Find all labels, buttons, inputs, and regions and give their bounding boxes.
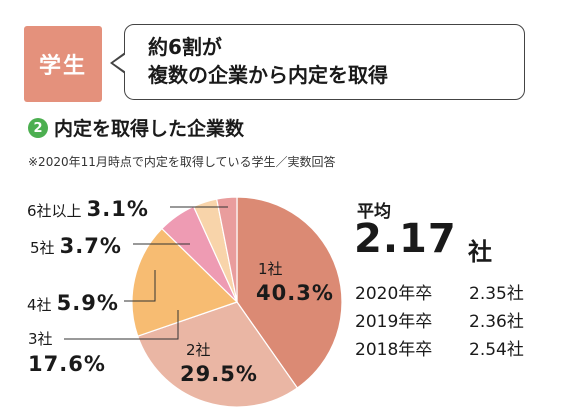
- slice-category-2: 2社: [186, 341, 211, 359]
- speech-bubble: [124, 24, 525, 100]
- slice-category-3-wrap: 3社: [28, 328, 53, 349]
- average-title: 平均: [357, 202, 391, 222]
- bubble-line-1: 約6割が: [148, 35, 222, 59]
- history-year: 2018年卒: [355, 340, 433, 360]
- average-value: 2.17: [354, 216, 457, 262]
- survey-note: ※2020年11月時点で内定を取得している学生／実数回答: [28, 155, 336, 169]
- slice-value-3-wrap: 17.6%: [28, 352, 106, 376]
- speech-bubble-text: 約6割が 複数の企業から内定を取得: [148, 33, 388, 89]
- slice-category-4: 4社: [27, 296, 52, 314]
- slice-value-2-wrap: 29.5%: [180, 362, 258, 386]
- slice-category-1-wrap: 1社: [258, 258, 283, 279]
- slice-label-5: 5社 3.7%: [30, 234, 122, 258]
- slice-value-1: 40.3%: [256, 281, 334, 305]
- slice-value-3: 17.6%: [28, 352, 106, 376]
- slice-value-4: 5.9%: [56, 291, 119, 315]
- history-value: 2.35社: [469, 284, 524, 304]
- pie-slice-3: [131, 227, 239, 337]
- history-year: 2020年卒: [355, 284, 433, 304]
- slice-value-2: 29.5%: [180, 362, 258, 386]
- section-title: 内定を取得した企業数: [54, 118, 245, 140]
- history-row: 2020年卒 2.35社: [355, 279, 524, 304]
- history-value: 2.54社: [469, 340, 524, 360]
- history-row: 2018年卒 2.54社: [355, 335, 524, 360]
- slice-category-2-wrap: 2社: [186, 339, 211, 360]
- bubble-line-2: 複数の企業から内定を取得: [148, 63, 388, 87]
- slice-category-1: 1社: [258, 260, 283, 278]
- slice-value-5: 3.7%: [59, 234, 122, 258]
- history-value: 2.36社: [469, 312, 524, 332]
- history-row: 2019年卒 2.36社: [355, 307, 524, 332]
- student-badge: 学生: [24, 26, 102, 102]
- leader-lines: [64, 206, 228, 340]
- slice-value-6plus: 3.1%: [86, 197, 149, 221]
- history-year: 2019年卒: [355, 312, 433, 332]
- slice-category-5: 5社: [30, 239, 55, 257]
- average-unit: 社: [468, 238, 492, 266]
- pie-slice-6: [215, 196, 238, 303]
- leader-line-3: [64, 310, 179, 340]
- slice-category-3: 3社: [28, 330, 53, 348]
- leader-line-4: [124, 270, 156, 302]
- slice-label-4: 4社 5.9%: [27, 291, 119, 315]
- slice-value-1-wrap: 40.3%: [256, 281, 334, 305]
- slice-category-6plus: 6社以上: [27, 202, 82, 220]
- pie-slice-1: [236, 196, 343, 389]
- slice-label-6plus: 6社以上 3.1%: [27, 197, 149, 221]
- section-number-badge: 2: [28, 118, 48, 138]
